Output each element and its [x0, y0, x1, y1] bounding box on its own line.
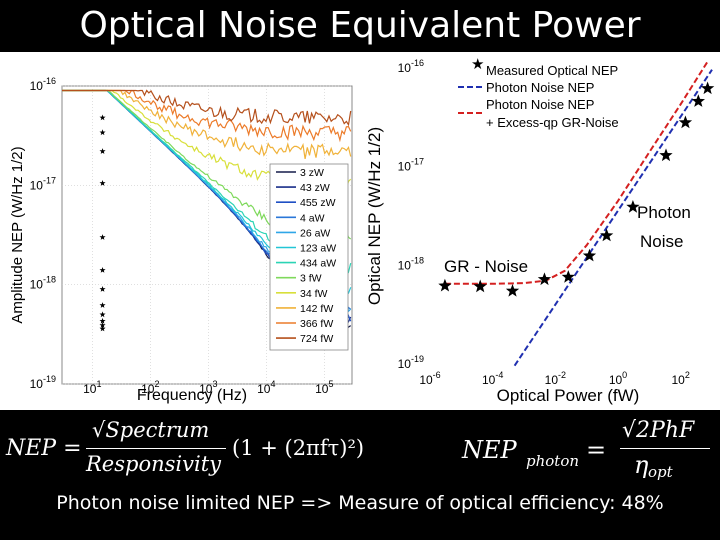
annotation-gr-noise: GR - Noise — [444, 257, 528, 276]
annotation-photon-line1: Photon — [637, 203, 691, 222]
left-series-marker — [99, 267, 106, 273]
left-legend-label: 434 aW — [300, 258, 336, 270]
left-xlabel: Frequency (Hz) — [137, 387, 247, 404]
left-legend-label: 4 aW — [300, 212, 325, 224]
left-legend-label: 3 fW — [300, 273, 322, 285]
right-ytick-label: 10-18 — [398, 255, 424, 272]
left-series-marker — [99, 148, 106, 154]
left-legend-label: 366 fW — [300, 318, 333, 330]
measured-nep-point — [691, 94, 705, 107]
right-plot: 10-6 10-4 10-2 100 102 10-16 10-17 10-18 10-19 O… — [365, 56, 715, 405]
photon-nep-formula: NEP photon = √2PhF η opt — [462, 418, 712, 484]
left-legend-label: 123 aW — [300, 243, 336, 255]
left-legend-label: 43 zW — [300, 182, 330, 194]
right-legend-label-measured: Measured Optical NEP — [486, 63, 618, 78]
measured-nep-point — [700, 81, 715, 95]
right-plot-lines — [444, 61, 713, 367]
right-legend-label-photon: Photon Noise NEP — [486, 80, 594, 95]
annotation-photon-line2: Noise — [640, 232, 683, 251]
nep-formula-factor: (1 + (2πfτ)²) — [232, 436, 365, 460]
left-ytick-label: 10-16 — [30, 76, 56, 93]
left-series-marker — [99, 311, 106, 318]
left-ylabel: Amplitude NEP (W/Hz 1/2) — [9, 146, 26, 323]
photon-formula-lhs: NEP — [462, 436, 517, 464]
right-ytick-label: 10-19 — [398, 354, 424, 371]
left-legend-label: 3 zW — [300, 167, 324, 179]
left-legend: 3 zW 43 zW 455 zW 4 aW 26 aW 123 aW 434 aW 3 fW… — [276, 167, 336, 345]
slide-footer: Photon noise limited NEP => Measure of o… — [56, 492, 664, 514]
right-ytick-label: 10-16 — [398, 58, 424, 75]
right-xtick-label: 10-2 — [545, 370, 566, 387]
right-plot-stars — [438, 81, 715, 297]
left-xtick-label: 101 — [83, 379, 101, 396]
photon-formula-bar — [620, 448, 710, 449]
right-legend-star-icon: ★ — [471, 56, 484, 73]
photon-formula-denominator: η — [634, 451, 649, 479]
nep-formula-bar — [86, 448, 226, 449]
left-legend-box — [269, 163, 349, 351]
left-series-marker — [99, 302, 106, 308]
gr-noise-line — [444, 61, 709, 285]
measured-nep-point — [678, 115, 693, 129]
slide-title: Optical Noise Equivalent Power — [79, 5, 641, 46]
left-series-marker — [99, 129, 106, 136]
left-plot-stars — [99, 114, 106, 332]
measured-nep-point — [537, 272, 552, 286]
right-legend-label-gr-line1: Photon Noise NEP — [486, 97, 594, 112]
measured-nep-point — [626, 200, 640, 213]
photon-noise-line — [513, 69, 713, 367]
left-series-marker — [99, 286, 106, 292]
photon-formula-denominator-sub: opt — [648, 463, 673, 481]
right-legend: ★ Measured Optical NEP Photon Noise NEP … — [458, 56, 619, 130]
measured-nep-point — [582, 248, 597, 262]
measured-nep-point — [438, 278, 452, 292]
measured-nep-point — [505, 284, 520, 297]
left-xtick-label: 105 — [315, 379, 333, 396]
left-ytick-label: 10-17 — [30, 175, 56, 192]
measured-nep-point — [659, 148, 673, 162]
nep-formula: NEP = √Spectrum Responsivity (1 + (2πfτ)… — [6, 418, 386, 480]
left-series-marker — [99, 180, 106, 186]
right-xtick-label: 10-4 — [482, 370, 503, 387]
photon-formula-subscript: photon — [526, 452, 580, 470]
right-ytick-label: 10-17 — [398, 157, 424, 174]
right-ylabel: Optical NEP (W/Hz 1/2) — [365, 127, 384, 305]
nep-formula-numerator: √Spectrum — [92, 418, 210, 442]
photon-formula-numerator: √2PhF — [622, 418, 695, 443]
left-series-marker — [99, 322, 106, 328]
left-legend-label: 724 fW — [300, 333, 333, 345]
nep-formula-lhs: NEP = — [6, 436, 82, 461]
left-legend-label: 26 aW — [300, 227, 330, 239]
left-legend-label: 34 fW — [300, 288, 328, 300]
left-series-marker — [99, 325, 106, 332]
right-xlabel: Optical Power (fW) — [497, 386, 640, 405]
left-xtick-label: 104 — [257, 379, 275, 396]
measured-nep-point — [600, 228, 614, 242]
left-series-marker — [99, 317, 106, 324]
left-legend-label: 455 zW — [300, 197, 336, 209]
left-ytick-label: 10-18 — [30, 275, 56, 292]
left-series-line — [62, 89, 352, 127]
right-xtick-label: 100 — [609, 370, 627, 387]
measured-nep-point — [561, 270, 575, 283]
right-xtick-label: 102 — [671, 370, 689, 387]
left-ytick-label: 10-19 — [30, 374, 56, 391]
measured-nep-point — [473, 279, 487, 293]
left-legend-label: 142 fW — [300, 303, 333, 315]
right-xtick-label: 10-6 — [419, 370, 440, 387]
left-series-marker — [99, 234, 106, 240]
right-legend-label-gr-line2: + Excess-qp GR-Noise — [486, 115, 619, 130]
figure-panel: 101 102 103 104 105 10-16 10-17 10-18 10-19 3 zW… — [0, 52, 720, 410]
right-plot-frame — [430, 68, 712, 364]
photon-formula-equals: = — [586, 436, 607, 464]
left-series-marker — [99, 114, 106, 121]
nep-formula-denominator: Responsivity — [86, 452, 222, 476]
